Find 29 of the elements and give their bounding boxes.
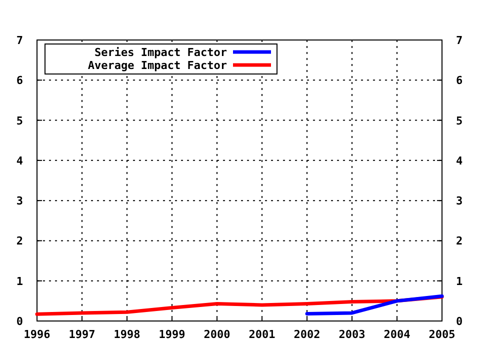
y2-tick-label: 5 — [456, 114, 463, 128]
x-tick-label: 2005 — [428, 328, 456, 341]
y-tick-label: 2 — [16, 234, 23, 248]
x-tick-label: 2001 — [248, 328, 276, 341]
legend-label: Series Impact Factor — [94, 46, 228, 59]
line-series — [305, 294, 444, 316]
y-tick-label: 4 — [16, 154, 24, 168]
x-tick-label: 2000 — [204, 328, 230, 341]
y2-tick-label: 3 — [456, 194, 463, 208]
y2-tick-label: 4 — [456, 154, 463, 168]
y2-tick-label: 2 — [456, 234, 463, 248]
x-tick-label: 2002 — [294, 328, 320, 341]
legend-label: Average Impact Factor — [88, 59, 228, 72]
x-tick-label: 1997 — [68, 328, 96, 341]
y2-tick-label: 6 — [456, 74, 463, 88]
y-tick-label: 1 — [16, 274, 24, 288]
y-tick-label: 0 — [16, 315, 23, 328]
y-tick-label: 7 — [16, 34, 23, 47]
y2-tick-label: 1 — [456, 274, 463, 288]
y2-tick-label: 7 — [456, 34, 463, 47]
x-tick-label: 1999 — [158, 328, 186, 341]
x-tick-label: 2004 — [384, 328, 411, 341]
x-tick-label: 1998 — [114, 328, 140, 341]
y2-tick-label: 0 — [456, 315, 463, 328]
y-tick-label: 3 — [16, 194, 23, 208]
x-tick-label: 1996 — [24, 328, 51, 341]
y-tick-label: 6 — [16, 74, 24, 88]
x-tick-label: 2003 — [338, 328, 366, 341]
y-tick-label: 5 — [16, 114, 23, 128]
